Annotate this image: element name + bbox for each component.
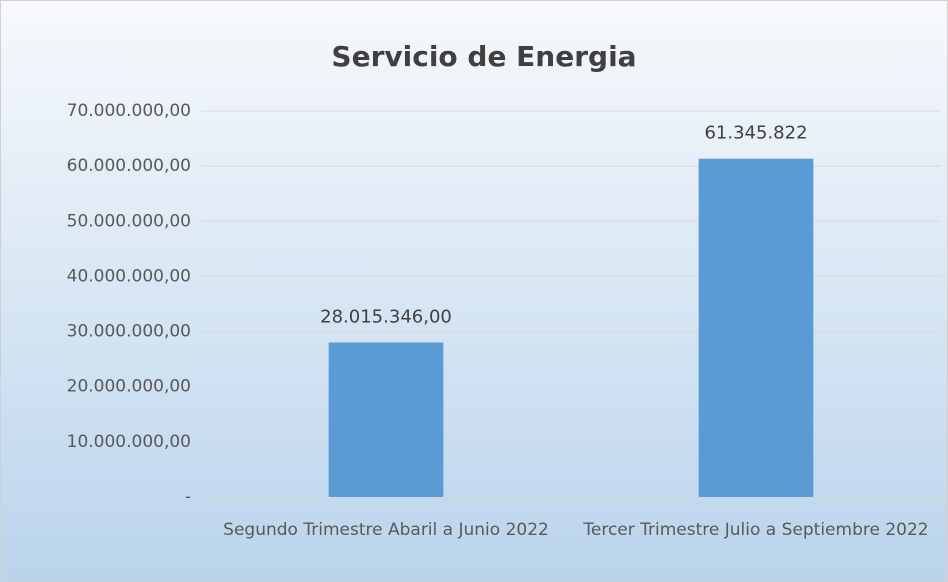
- data-label: 28.015.346,00: [320, 307, 452, 328]
- y-tick-label: 20.000.000,00: [67, 377, 191, 397]
- y-tick-label: -: [185, 487, 191, 507]
- x-tick-label: Tercer Trimestre Julio a Septiembre 2022: [583, 520, 929, 540]
- x-tick-label: Segundo Trimestre Abaril a Junio 2022: [223, 520, 549, 540]
- y-tick-label: 70.000.000,00: [67, 101, 191, 121]
- y-tick-label: 60.000.000,00: [67, 156, 191, 176]
- chart-title: Servicio de Energia: [331, 40, 636, 73]
- y-tick-label: 50.000.000,00: [67, 211, 191, 231]
- y-tick-label: 40.000.000,00: [67, 266, 191, 286]
- y-tick-label: 30.000.000,00: [67, 322, 191, 342]
- bar: [328, 342, 444, 497]
- y-tick-label: 10.000.000,00: [67, 432, 191, 452]
- bar: [698, 158, 814, 497]
- data-label: 61.345.822: [704, 123, 807, 144]
